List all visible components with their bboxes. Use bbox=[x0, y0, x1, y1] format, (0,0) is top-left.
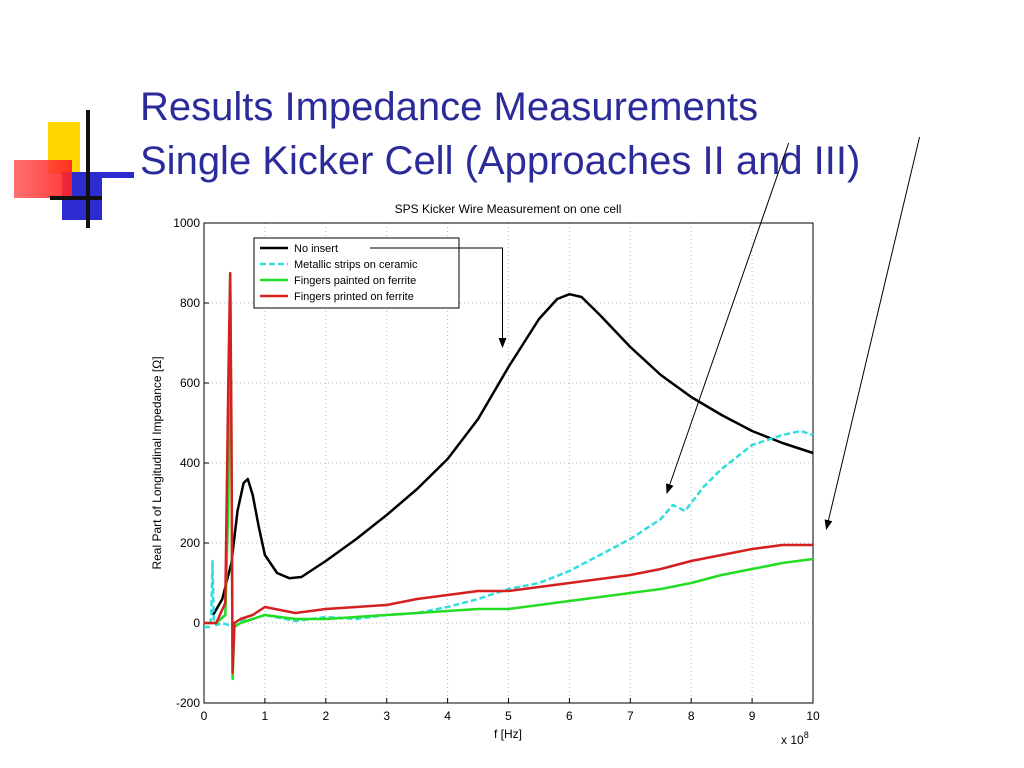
x-tick-label: 4 bbox=[444, 709, 451, 723]
colored-squares-cross-logo bbox=[0, 0, 140, 235]
annotation-arrows bbox=[370, 136, 921, 530]
y-tick-label: 1000 bbox=[173, 216, 200, 230]
legend-box bbox=[253, 237, 460, 309]
legend-label: Metallic strips on ceramic bbox=[294, 259, 418, 271]
vertical-line bbox=[86, 110, 90, 228]
x-tick-label: 2 bbox=[322, 709, 329, 723]
legend: No insert Metallic strips on ceramic Finge… bbox=[253, 237, 460, 309]
y-tick-label: 200 bbox=[180, 536, 200, 550]
x-tick-label: 5 bbox=[505, 709, 512, 723]
legend-label: No insert bbox=[294, 243, 338, 255]
slide-title: Results Impedance Measurements Single Ki… bbox=[140, 80, 1000, 188]
logo-graphic bbox=[14, 110, 134, 228]
series-line-1 bbox=[204, 429, 814, 629]
series-line-0 bbox=[212, 292, 814, 616]
x-tick-label: 9 bbox=[749, 709, 756, 723]
y-tick-label: 800 bbox=[180, 296, 200, 310]
chart-title: SPS Kicker Wire Measurement on one cell bbox=[395, 202, 622, 216]
slide-title-line1: Results Impedance Measurements bbox=[140, 85, 759, 129]
arrow-no-insert bbox=[370, 247, 507, 348]
x-tick-label: 10 bbox=[806, 709, 820, 723]
y-tick-label: 600 bbox=[180, 376, 200, 390]
legend-label: Fingers painted on ferrite bbox=[294, 275, 416, 287]
x-multiplier: x 108 bbox=[781, 730, 809, 747]
x-tick-label: 1 bbox=[262, 709, 269, 723]
x-tick-label: 8 bbox=[688, 709, 695, 723]
series-layer bbox=[204, 271, 814, 681]
x-multiplier-exp: 8 bbox=[804, 730, 809, 740]
slide-title-line2: Single Kicker Cell (Approaches II and II… bbox=[140, 139, 861, 183]
x-tick-label: 7 bbox=[627, 709, 634, 723]
x-tick-label: 0 bbox=[201, 709, 208, 723]
y-tick-label: 0 bbox=[193, 616, 200, 630]
red-square bbox=[14, 160, 72, 198]
annotation-arrow-1 bbox=[666, 142, 790, 494]
series-line-3 bbox=[204, 271, 813, 675]
y-axis-label: Real Part of Longitudinal Impedance [Ω] bbox=[150, 356, 164, 569]
x-multiplier-base: x 10 bbox=[781, 733, 804, 747]
annotation-arrow-2 bbox=[824, 136, 921, 530]
blue-bar bbox=[98, 172, 134, 178]
x-tick-label: 3 bbox=[383, 709, 390, 723]
x-axis-label: f [Hz] bbox=[494, 727, 522, 741]
y-tick-label: 400 bbox=[180, 456, 200, 470]
x-tick-label: 6 bbox=[566, 709, 573, 723]
y-tick-label: -200 bbox=[176, 696, 200, 710]
horizontal-line bbox=[50, 196, 102, 200]
legend-label: Fingers printed on ferrite bbox=[294, 291, 414, 303]
